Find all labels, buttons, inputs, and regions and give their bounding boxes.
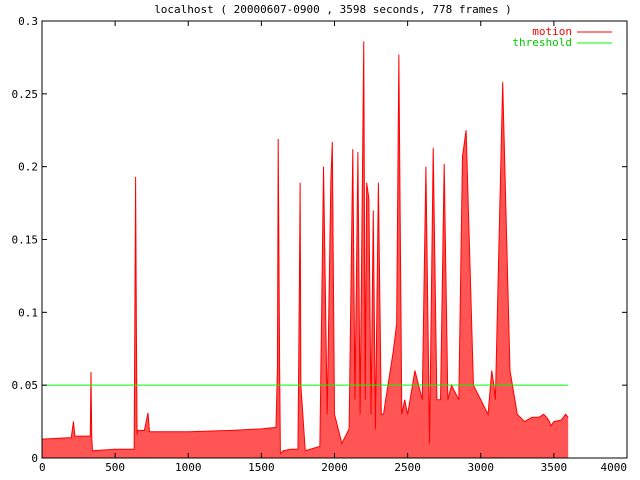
motion-area [42,41,569,458]
x-tick-label: 1000 [175,461,202,474]
y-tick-label: 0.1 [18,306,38,319]
y-tick-label: 0.05 [12,379,39,392]
x-tick-label: 2000 [321,461,348,474]
legend-label-threshold: threshold [512,36,572,49]
y-tick-label: 0.2 [18,161,38,174]
data-layer [41,41,569,458]
x-tick-label: 2500 [394,461,421,474]
axis-layer: 0 0.05 0.1 0.15 0.2 0.25 0.3 0 500 1000 1500 2000 25… [12,15,628,474]
y-tick-label: 0.15 [12,234,39,247]
x-tick-label: 3500 [541,461,568,474]
x-tick-label: 3000 [468,461,495,474]
x-tick-label: 4000 [601,461,628,474]
chart-title: localhost ( 20000607-0900 , 3598 seconds… [154,3,512,16]
y-tick-label: 0 [31,452,38,465]
x-tick-label: 500 [105,461,125,474]
y-tick-label: 0.25 [12,88,39,101]
y-tick-label: 0.3 [18,15,38,28]
x-tick-label: 1500 [248,461,275,474]
x-tick-label: 0 [39,461,46,474]
legend-label-motion: motion [532,25,572,38]
motion-line [41,41,569,455]
